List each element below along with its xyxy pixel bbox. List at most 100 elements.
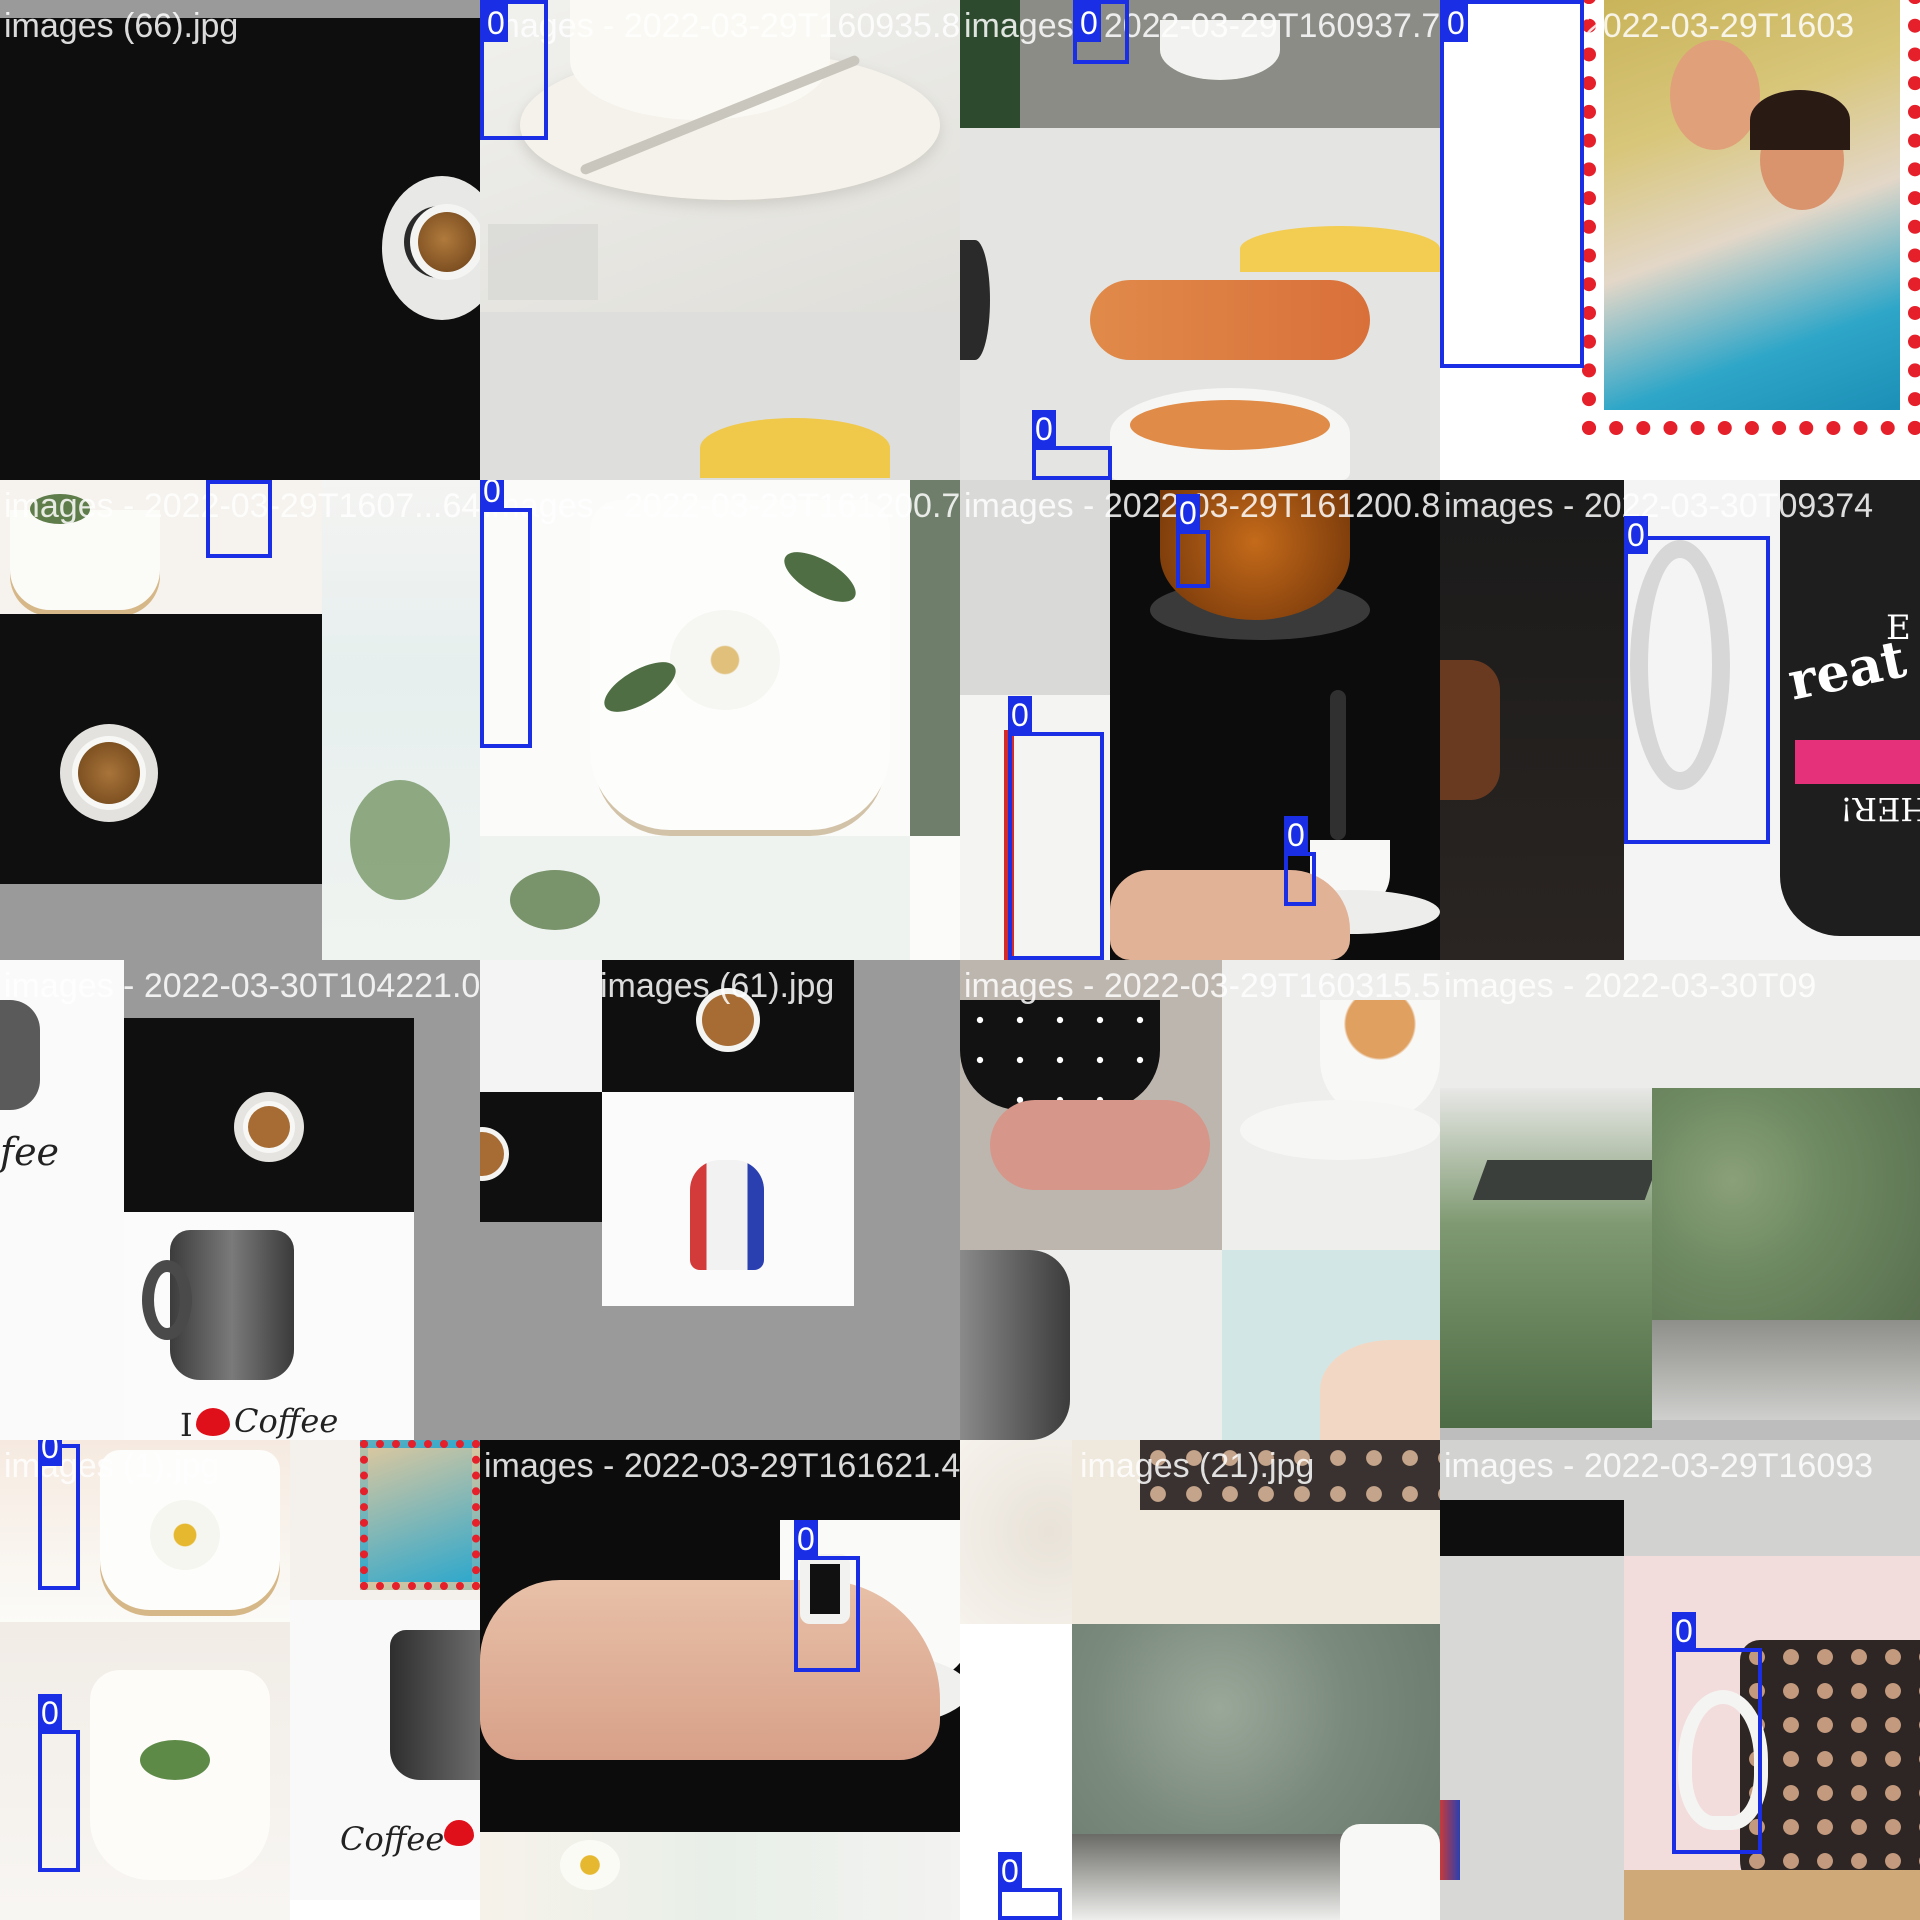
- bounding-box: 0: [1008, 696, 1104, 960]
- gray-band: [0, 884, 322, 960]
- sketch-mug-handle: [142, 1260, 192, 1340]
- tea-bowl: [1320, 1340, 1440, 1440]
- tile-label: images (21).jpg: [1080, 1447, 1315, 1485]
- heart-icon: [444, 1820, 474, 1846]
- bbox-class-label: 0: [1032, 410, 1056, 448]
- hand: [480, 1580, 940, 1760]
- tile-8: fee I Coffee images - 2022-03-30T104221.…: [0, 960, 480, 1440]
- bbox-class-label: 0: [794, 1520, 818, 1558]
- bounding-box: 0: [38, 1440, 80, 1590]
- tile-label: images - 2022-03-29T1603: [1444, 7, 1855, 45]
- tile-label: images - 2022-03-29T161200.802.jpg: [964, 487, 1440, 525]
- bounding-box: 0: [1624, 516, 1770, 844]
- tile-label: images - 2022-03-29T160315.547.jpg: [964, 967, 1440, 1005]
- top-left-white: [480, 960, 602, 1092]
- left-mug-shadow: [0, 1000, 40, 1110]
- mug-text: HER!: [1840, 790, 1920, 828]
- cup: [570, 0, 830, 120]
- hair-woman: [1750, 90, 1850, 150]
- hand: [1110, 870, 1350, 960]
- tile-label: images - 2022-03-30T09374: [1444, 487, 1874, 525]
- tile-label: images - 2022-03-29T160935.889.jpg: [484, 7, 960, 45]
- tile-9: images (61).jpg: [480, 960, 960, 1440]
- wood-base: [1624, 1870, 1920, 1920]
- bbox-class-label: 0: [1077, 4, 1101, 42]
- lower-leaf: [510, 870, 600, 930]
- tea: [1130, 400, 1330, 450]
- espresso: [418, 212, 476, 272]
- bbox-class-label: 0: [1444, 4, 1468, 42]
- saucer: [1240, 1100, 1440, 1160]
- tile-1: images - 2022-03-29T160935.889.jpg 0: [480, 0, 960, 480]
- gray-mug: [960, 1250, 1070, 1440]
- forest: [1652, 1088, 1920, 1320]
- tile-3: images - 2022-03-29T1603 0: [1440, 0, 1920, 480]
- stamp-mark: [488, 224, 598, 300]
- tile-5: images - 2022-03-29T161200.707.jpg 0: [480, 480, 960, 960]
- left-dark-edge: [960, 240, 990, 360]
- left-gray: [1440, 1556, 1624, 1920]
- flag: [1440, 1800, 1460, 1880]
- bbox-class-label: 0: [998, 1852, 1022, 1890]
- bbox-class-label: 0: [1284, 816, 1308, 854]
- tile-label: images - 2022-03-30T104221.085.jpg: [4, 967, 480, 1005]
- railing: [1652, 1320, 1920, 1420]
- face-band: [1140, 1440, 1440, 1510]
- love-word-mirrored: Coffee: [340, 1820, 445, 1858]
- tile-label: images - 2022-03-29T161621.409.jpg: [484, 1447, 960, 1485]
- bounding-box: 0: [1073, 0, 1129, 64]
- leaf: [30, 494, 90, 524]
- espresso: [702, 994, 754, 1046]
- tile-label: images - 2022-03-29T1607...647.jpg: [4, 487, 480, 525]
- gray-band: [0, 0, 480, 18]
- floral-cup: [10, 510, 160, 610]
- glass: [1440, 660, 1500, 800]
- left-photo: [960, 695, 1110, 960]
- black-area: [0, 614, 322, 884]
- black-corner: [1440, 1500, 1624, 1556]
- couple-photo: [360, 1440, 480, 1590]
- heart-icon: [196, 1408, 230, 1436]
- tile-0: images (66).jpg: [0, 0, 480, 480]
- espresso: [248, 1106, 290, 1148]
- left-plate: [960, 1440, 1072, 1624]
- right-strip: [910, 480, 960, 836]
- tile-14: images (21).jpg 0: [960, 1440, 1440, 1920]
- tile-10: images - 2022-03-29T160315.547.jpg: [960, 960, 1440, 1440]
- polka-cup: [960, 1000, 1160, 1110]
- tile-2: images - 2022-03-29T160937.704.jpg 0 0: [960, 0, 1440, 480]
- bbox-class-label: 0: [38, 1440, 62, 1466]
- couple-photo: [1604, 0, 1900, 410]
- bbox-class-label: 0: [480, 480, 504, 510]
- flower: [560, 1840, 620, 1890]
- bottom-floral: [480, 1832, 960, 1920]
- mug-text: E: [1886, 608, 1911, 648]
- espresso: [78, 742, 140, 804]
- black-mug: [1780, 480, 1920, 936]
- bbox-class-label: 0: [1008, 696, 1032, 734]
- hand: [990, 1100, 1210, 1190]
- bbox-class-label: 0: [1672, 1612, 1696, 1650]
- figurine: [690, 1160, 764, 1270]
- tile-6: images - 2022-03-29T161200.802.jpg 0 0 0: [960, 480, 1440, 960]
- bbox-class-label: 0: [484, 4, 508, 42]
- tile-11: images - 2022-03-30T09: [1440, 960, 1920, 1440]
- face-man: [1670, 40, 1760, 150]
- flower: [150, 1500, 220, 1570]
- bbox-class-label: 0: [38, 1694, 62, 1732]
- bounding-box: 0: [1176, 494, 1210, 588]
- bounding-box: 0: [1284, 816, 1316, 906]
- bounding-box: 0: [480, 0, 548, 140]
- tile-label: images (61).jpg: [600, 967, 835, 1005]
- bounding-box: 0: [1672, 1612, 1762, 1854]
- tile-label: images - 2022-03-29T16093: [1444, 1447, 1874, 1485]
- tile-4: images - 2022-03-29T1607...647.jpg 0: [0, 480, 480, 960]
- tile-label: images - 2022-03-29T160937.704.jpg: [964, 7, 1440, 45]
- garden: [1440, 1088, 1652, 1428]
- mug-word: fee: [0, 1130, 60, 1174]
- tile-15: images - 2022-03-29T16093 0: [1440, 1440, 1920, 1920]
- bbox-class-label: 0: [1176, 494, 1200, 532]
- tile-label: images (66).jpg: [4, 7, 239, 45]
- tile-label: images - 2022-03-29T161200.707.jpg: [484, 487, 960, 525]
